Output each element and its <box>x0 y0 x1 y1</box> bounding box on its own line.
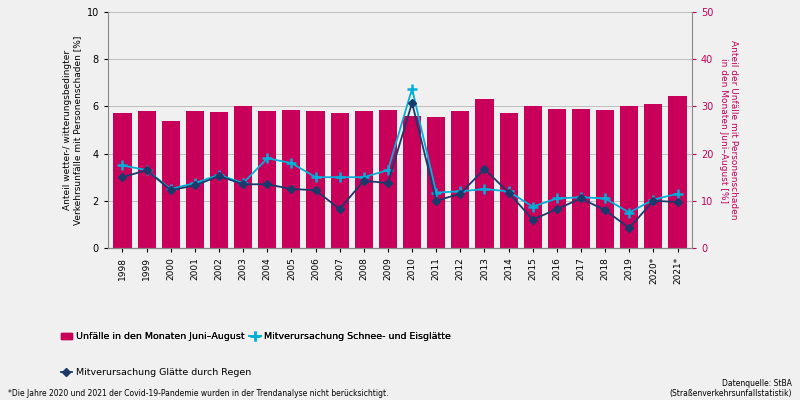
Bar <box>138 111 156 248</box>
Text: *Die Jahre 2020 und 2021 der Covid-19-Pandemie wurden in der Trendanalyse nicht : *Die Jahre 2020 und 2021 der Covid-19-Pa… <box>8 389 389 398</box>
Bar <box>330 114 349 248</box>
Y-axis label: Anteil der Unfälle mit Personenschaden
in den Monaten Juni–August [%]: Anteil der Unfälle mit Personenschaden i… <box>719 40 738 220</box>
Bar <box>427 117 446 248</box>
Bar <box>282 110 301 248</box>
Bar <box>644 104 662 248</box>
Bar <box>403 116 421 248</box>
Bar <box>499 114 518 248</box>
Bar <box>258 111 276 248</box>
Bar <box>548 109 566 248</box>
Legend: Mitverursachung Glätte durch Regen: Mitverursachung Glätte durch Regen <box>61 368 251 377</box>
Bar <box>162 120 180 248</box>
Bar <box>114 114 131 248</box>
Legend: Unfälle in den Monaten Juni–August, Mitverursachung Schnee- und Eisglätte: Unfälle in den Monaten Juni–August, Mitv… <box>61 332 451 341</box>
Bar <box>210 112 228 248</box>
Bar <box>524 106 542 248</box>
Bar <box>475 99 494 248</box>
Bar <box>669 96 686 248</box>
Bar <box>234 106 252 248</box>
Y-axis label: Anteil wetter-/ witterungsbedingter
Verkehrsunfälle mit Personenschaden [%]: Anteil wetter-/ witterungsbedingter Verk… <box>63 35 82 225</box>
Bar <box>451 111 470 248</box>
Bar <box>596 110 614 248</box>
Bar <box>354 111 373 248</box>
Bar <box>379 110 397 248</box>
Bar <box>572 109 590 248</box>
Text: Datenquelle: StBA
(Straßenverkehrsunfallstatistik): Datenquelle: StBA (Straßenverkehrsunfall… <box>670 378 792 398</box>
Bar <box>620 106 638 248</box>
Bar <box>306 111 325 248</box>
Bar <box>186 111 204 248</box>
